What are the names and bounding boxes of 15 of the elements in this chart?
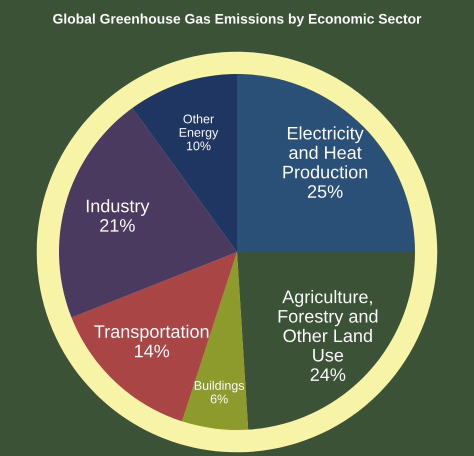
slice-label: Transportation: [94, 324, 208, 342]
data-label: 25%: [308, 185, 343, 198]
pie-slice: [59, 108, 237, 318]
slice-label: Industry: [86, 199, 150, 216]
slice-label: Agriculture, Forestry and Other Land Use: [278, 290, 378, 362]
slice-label: Electricity and Heat Production: [283, 126, 368, 178]
data-label: 6%: [210, 394, 228, 404]
data-label: 14%: [135, 344, 170, 358]
pie-slice: [237, 74, 415, 252]
data-label: 21%: [100, 219, 135, 232]
slice-label: Other Energy: [180, 114, 218, 140]
data-label: 24%: [310, 368, 346, 381]
chart-title: Global Greenhouse Gas Emissions by Economic Sector: [53, 14, 422, 26]
data-label: 10%: [186, 141, 211, 150]
slice-label: Buildings: [194, 380, 244, 392]
